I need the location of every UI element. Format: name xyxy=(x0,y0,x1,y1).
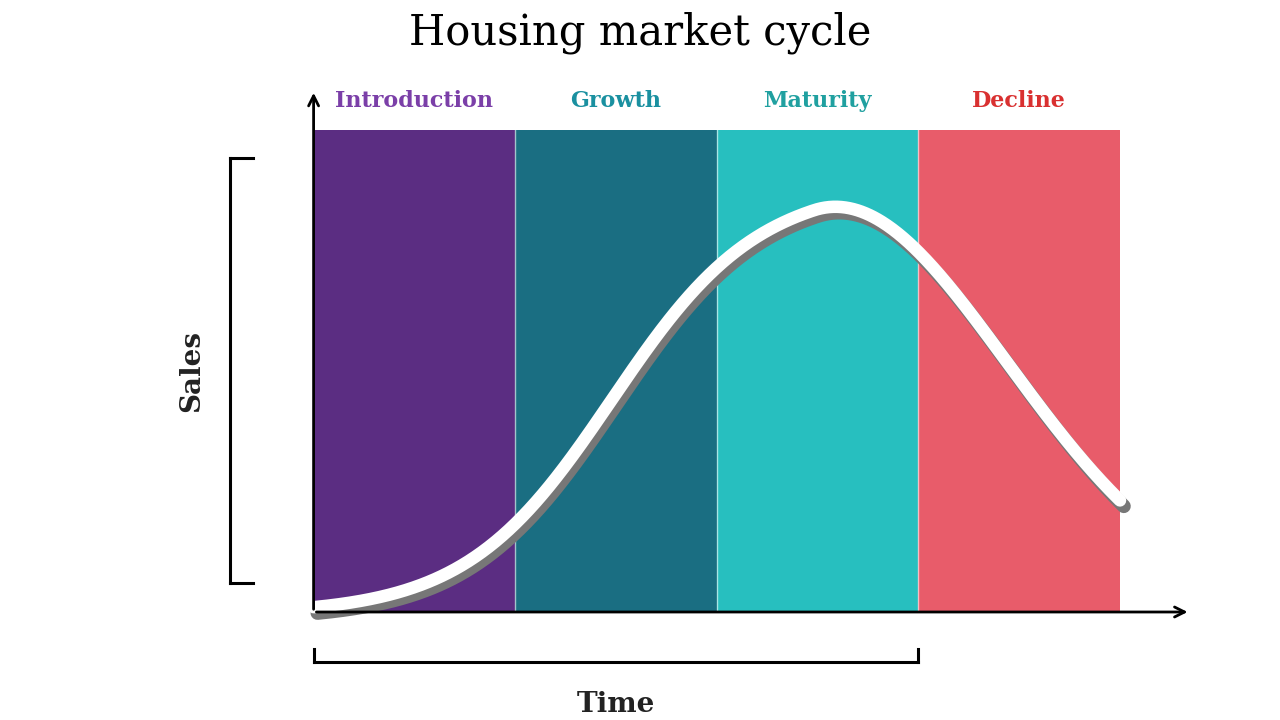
Text: Growth: Growth xyxy=(571,89,662,112)
Text: Introduction: Introduction xyxy=(335,89,493,112)
Text: Sales: Sales xyxy=(178,330,206,412)
Bar xyxy=(717,130,919,612)
Bar xyxy=(919,130,1120,612)
Bar xyxy=(314,130,516,612)
Bar xyxy=(515,130,717,612)
Text: Housing market cycle: Housing market cycle xyxy=(408,11,872,54)
Text: Maturity: Maturity xyxy=(763,89,872,112)
Text: Time: Time xyxy=(577,691,655,719)
Text: Decline: Decline xyxy=(973,89,1066,112)
